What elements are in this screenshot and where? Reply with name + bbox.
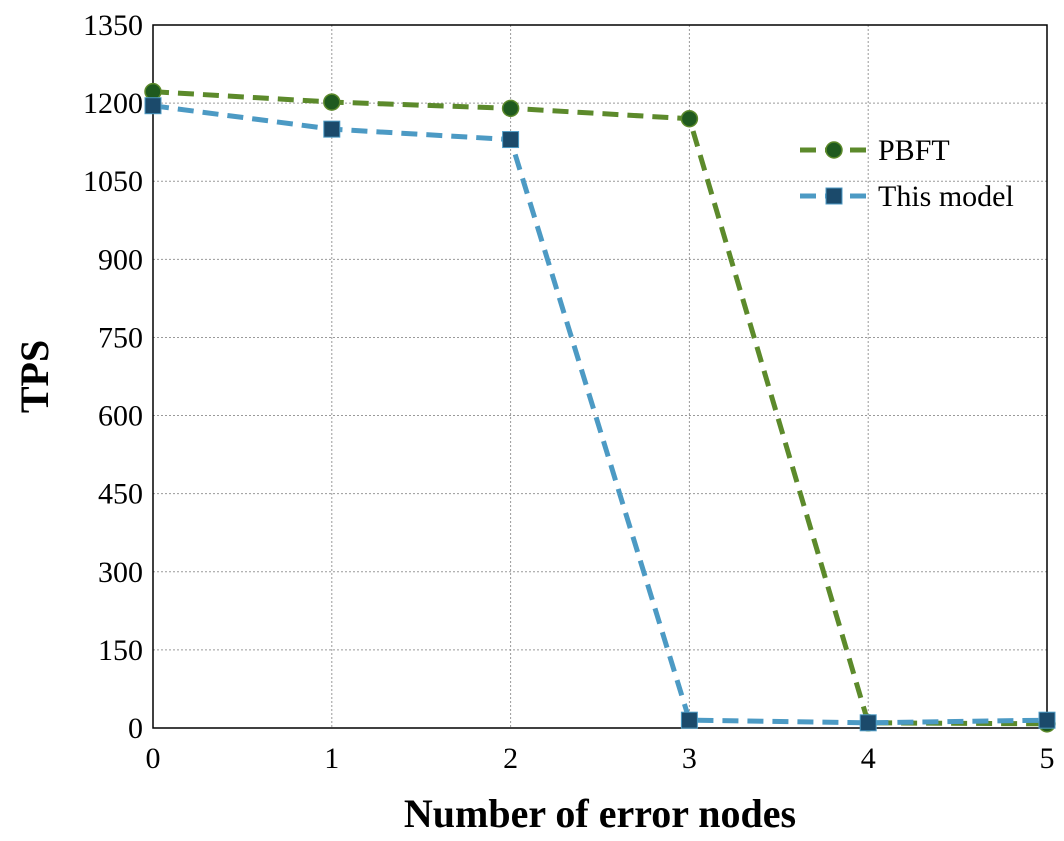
y-tick-label: 1200: [83, 87, 143, 120]
y-tick-label: 1350: [83, 9, 143, 42]
x-tick-label: 5: [1040, 742, 1055, 775]
data-point-square: [680, 711, 698, 729]
data-point-square: [859, 714, 877, 732]
y-tick-label: 750: [98, 321, 143, 354]
series-this-model: [144, 97, 1056, 732]
data-point-square: [825, 187, 843, 205]
y-tick-label: 600: [98, 400, 143, 433]
data-point-square: [502, 131, 520, 149]
y-axis-title: TPS: [12, 340, 57, 413]
data-point-square: [144, 97, 162, 115]
data-point-circle: [680, 109, 699, 128]
legend-label: This model: [878, 180, 1014, 213]
legend: PBFT This model: [800, 134, 1014, 213]
grid: [153, 25, 1047, 728]
x-tick-label: 0: [146, 742, 161, 775]
legend-entry: This model: [800, 180, 1014, 213]
legend-entry: PBFT: [800, 134, 950, 167]
x-tick-label: 2: [503, 742, 518, 775]
legend-label: PBFT: [878, 134, 950, 167]
x-axis-title: Number of error nodes: [404, 791, 796, 836]
x-tick-label: 1: [324, 742, 339, 775]
data-point-circle: [501, 99, 520, 118]
series-layer: [144, 82, 1056, 733]
y-tick-label: 1050: [83, 165, 143, 198]
y-tick-label: 150: [98, 634, 143, 667]
data-point-square: [323, 120, 341, 138]
plot-frame: [152, 24, 1048, 729]
data-point-circle: [323, 93, 341, 111]
series-line: [152, 103, 1048, 726]
y-tick-label: 450: [98, 478, 143, 511]
y-tick-label: 900: [98, 243, 143, 276]
y-tick-label: 300: [98, 556, 143, 589]
data-point-circle: [825, 141, 843, 159]
y-tick-label: 0: [128, 712, 143, 745]
x-tick-label: 4: [861, 742, 876, 775]
x-tick-label: 3: [682, 742, 697, 775]
data-point-square: [1038, 711, 1056, 729]
